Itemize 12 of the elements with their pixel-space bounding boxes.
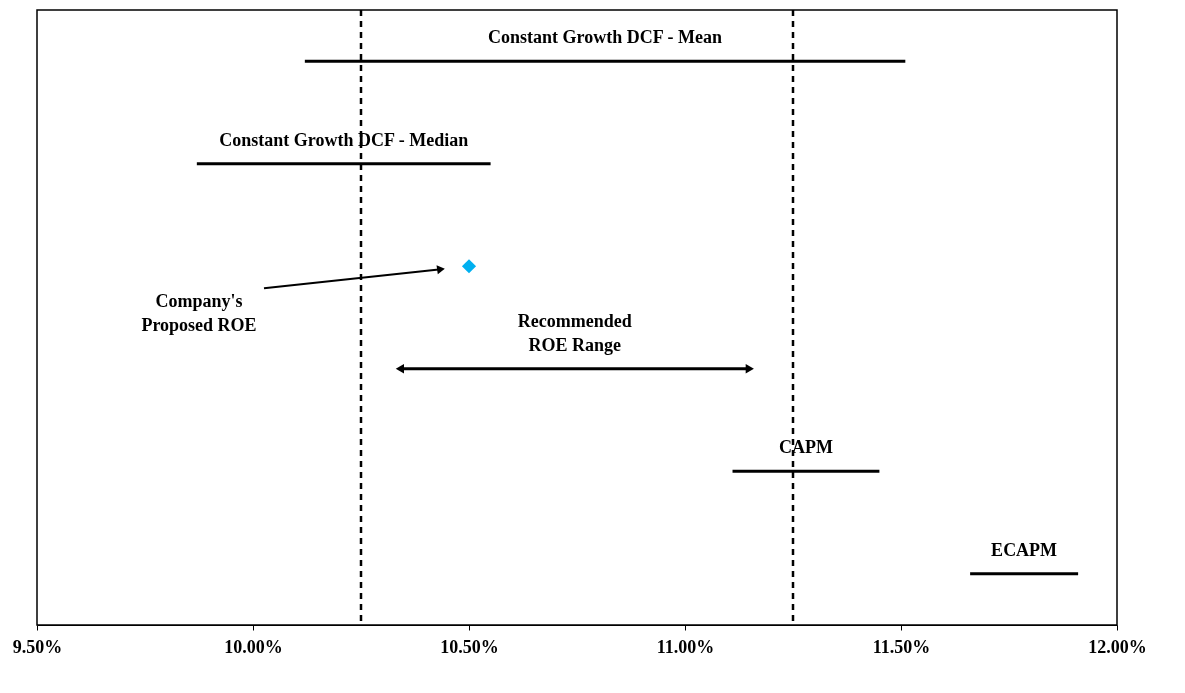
x-tick-label: 9.50% (12, 636, 63, 657)
y-tick-label: ECAPM (991, 539, 1058, 560)
x-tick-label: 11.00% (656, 636, 715, 657)
annotation: Company's Proposed ROE (141, 291, 257, 336)
bar (970, 572, 1079, 576)
x-tick-label: 12.00% (1088, 636, 1147, 657)
x-tick-label: 10.50% (440, 636, 499, 657)
y-tick-label: CAPM (778, 437, 833, 458)
x-tick-label: 10.00% (224, 636, 283, 657)
y-tick-label: Constant Growth DCF - Mean (488, 27, 723, 48)
x-tick-label: 11.50% (872, 636, 931, 657)
y-tick-label: Recommended ROE Range (517, 310, 632, 355)
